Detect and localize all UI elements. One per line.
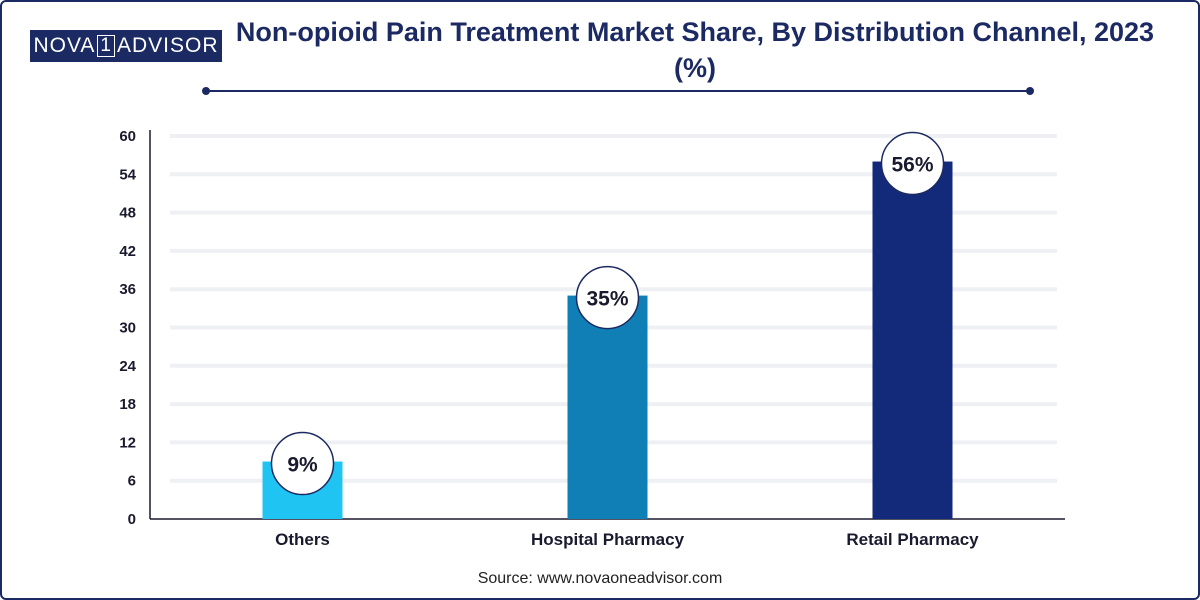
y-tick-label: 48 bbox=[119, 205, 136, 222]
y-tick-label: 54 bbox=[119, 166, 136, 183]
y-tick-label: 12 bbox=[119, 434, 136, 451]
brand-logo: NOVA 1 ADVISOR bbox=[30, 30, 222, 62]
logo-text-right: ADVISOR bbox=[117, 34, 219, 57]
y-tick-label: 0 bbox=[128, 511, 136, 528]
logo-text-left: NOVA bbox=[33, 34, 96, 57]
y-tick-label: 36 bbox=[119, 281, 136, 298]
logo-text-mid: 1 bbox=[97, 35, 115, 57]
data-label: 35% bbox=[586, 288, 628, 311]
data-label: 9% bbox=[287, 454, 318, 477]
bar bbox=[567, 295, 648, 519]
bar bbox=[872, 161, 953, 520]
x-category-label: Hospital Pharmacy bbox=[531, 530, 685, 549]
underline-dot-left bbox=[202, 87, 210, 95]
y-tick-label: 6 bbox=[128, 473, 136, 490]
source-note: Source: www.novaoneadvisor.com bbox=[477, 570, 723, 587]
data-label-bubble bbox=[575, 265, 640, 330]
data-label-bubble bbox=[270, 431, 335, 496]
data-label: 56% bbox=[891, 154, 933, 177]
data-label-bubble bbox=[880, 131, 945, 196]
y-tick-label: 60 bbox=[119, 128, 136, 145]
chart-title: Non-opioid Pain Treatment Market Share, … bbox=[235, 17, 1155, 83]
x-category-label: Others bbox=[275, 530, 330, 549]
y-tick-label: 24 bbox=[119, 358, 136, 375]
y-tick-label: 42 bbox=[119, 243, 136, 260]
y-tick-label: 30 bbox=[119, 320, 136, 337]
y-tick-label: 18 bbox=[119, 396, 136, 413]
title-underline bbox=[202, 87, 1034, 95]
x-category-label: Retail Pharmacy bbox=[846, 530, 979, 549]
underline-dot-right bbox=[1026, 87, 1034, 95]
